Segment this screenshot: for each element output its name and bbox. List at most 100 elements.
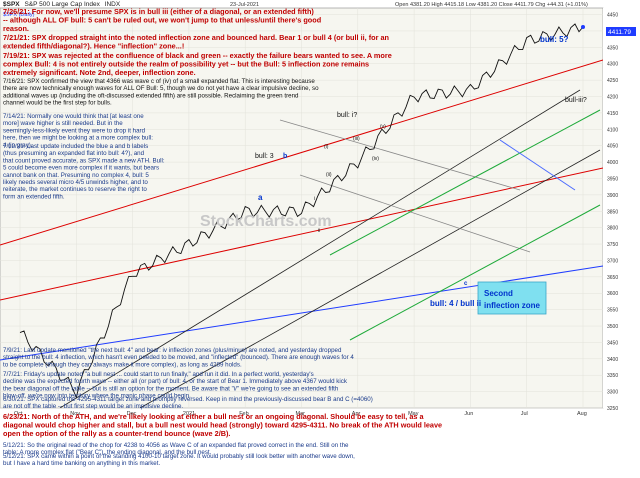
note-text: to be complete (though they can always m… [3,361,242,368]
price-tick-label: 3400 [607,357,618,363]
month-tick-label: Jul [521,411,528,417]
price-tick-label: 3950 [607,176,618,182]
note-text: reiterate, the market continues to reser… [3,186,147,193]
month-tick-label: Nov [70,411,80,417]
price-axis-ticks: 4450440043504300425042004150410040504000… [607,13,618,412]
note-text: but I have a hard time banking on anythi… [3,460,160,467]
month-tick-label: Oct [14,411,23,417]
price-tick-label: 3500 [607,324,618,330]
wave-label-b: b [283,153,287,160]
last-price-marker [581,25,585,30]
note-text: 5 could become even more complex if it w… [3,165,159,172]
header-date: 23-Jul-2021 [230,2,259,8]
month-tick-label: Jun [464,411,473,417]
note-text: blow-off, we're now into territory where… [3,393,191,400]
price-tick-label: 4200 [607,95,618,101]
note-text: 7/26/21: For now, we'll presume SPX is i… [3,7,314,16]
note-text: 7/14/21: Normally one would think that [… [3,113,144,120]
analysis-notes: 7/26/21: For now, we'll presume SPX is i… [3,7,442,467]
price-tick-label: 3250 [607,406,618,412]
vertical-gridlines [19,8,584,408]
price-tick-label: 3650 [607,275,618,281]
note-text: 7/12/21: Last update included the blue a… [3,143,148,150]
note-text: seemingly-less-likely event they were to… [3,127,146,134]
note-text: (thus presuming an expanded flat into bu… [3,150,145,157]
note-text: are not off the table -- but first step … [3,403,183,410]
wave-label-iii: (iii) [353,136,360,142]
price-axis [603,8,640,408]
price-tick-label: 4350 [607,45,618,51]
price-tick-label: 4150 [607,111,618,117]
header-ohlc: Open 4381.20 High 4415.18 Low 4381.20 Cl… [395,2,588,8]
note-text: -- although ALL OF bull: 5 can't be rule… [3,16,321,25]
price-tick-label: 3450 [607,340,618,346]
note-text: 5/12/21: SPX came within a point of the … [3,453,355,460]
wave-label-bull-iii: bull-iii? [565,97,587,104]
wave-label-small-i: i [314,196,315,202]
price-tick-label: 3850 [607,209,618,215]
price-tick-label: 4050 [607,144,618,150]
green-trendline-upper [329,109,601,256]
price-tick-label: 4100 [607,127,618,133]
wave-label-i: (i) [324,144,329,150]
note-text: more] wave higher is still needed. But i… [3,120,123,127]
note-text: straight to the bull: 4 inflection, whic… [3,354,354,361]
note-text: open the option of the rally as a counte… [3,429,230,438]
wave-label-c: c [464,281,468,287]
month-tick-label: Apr [352,411,361,417]
black-trendline-2 [139,149,601,408]
month-tick-label: Mar [296,411,306,417]
month-tick-label: Dec [127,411,137,417]
note-text: extremely significant. Note 2nd, deeper,… [3,68,196,77]
last-price-value: 4411.79 [608,29,631,36]
note-text: reason. [3,24,29,33]
price-tick-label: 4450 [607,13,618,19]
note-text: channel would be the first step for bull… [3,100,112,107]
price-tick-label: 3750 [607,242,618,248]
wave-label-bull-3: bull: 3 [255,153,274,160]
green-trendline-lower [349,204,601,341]
note-text: here, then we might be looking at a more… [3,135,153,142]
note-text: likely needs several micro 4/5 unwinds h… [3,179,148,186]
gray-trendline-2 [279,119,521,191]
price-tick-label: 3300 [607,390,618,396]
note-text: form an extended fifth. [3,193,65,200]
note-text: 7/19/21: SPX was rejected at the conflue… [3,51,392,60]
note-text: table: A more complex flat ("Bear C"), t… [3,449,212,456]
note-text: the bear diagonal off the table -- but i… [3,385,339,392]
watermark: StockCharts.com [200,213,332,230]
price-tick-label: 3350 [607,373,618,379]
note-text: 7/21/21: SPX dropped straight into the n… [3,33,389,42]
note-text: additional waves up (including the oft-d… [3,92,299,99]
price-tick-label: 3700 [607,258,618,264]
wave-label-small-ii: ii [318,228,320,234]
time-axis: Oct Nov Dec 2021 Feb Mar Apr May Jun Jul Aug [14,411,587,417]
price-tick-label: 4300 [607,62,618,68]
symbol-header: $SPX S&P 500 Large Cap Index INDX [3,1,121,8]
note-text: 7/16/21: SPX confirmed the view that 436… [3,78,315,85]
month-tick-label: Feb [239,411,248,417]
red-trendline-upper [0,59,603,246]
note-text: extended fifth/diagonal?). Hence "inflec… [3,42,184,51]
month-tick-label: May [408,411,419,417]
price-tick-label: 3900 [607,193,618,199]
price-tick-label: 4250 [607,78,618,84]
gray-trendline-1 [299,174,531,253]
note-text: decline was the expected fourth wave -- … [3,378,348,385]
note-text: 7/7/21: Friday's update noted "a bull ne… [3,371,314,378]
price-tick-label: 3800 [607,226,618,232]
wave-label-bull-i: bull: i? [337,112,357,119]
note-text: cannot bank on that. Presuming no comple… [3,172,149,179]
note-text: 6/23/21: North of the ATH, and we're lik… [3,412,425,421]
note-text: that count proved accurate, as SPX made … [3,157,165,164]
red-trendline-lower [0,167,603,301]
blue-projection-line [499,139,576,191]
price-tick-label: 3550 [607,308,618,314]
month-tick-label: Aug [577,411,587,417]
wave-label-ii: (ii) [326,172,332,178]
note-text: diagonal would chop higher and stall, bu… [3,421,442,430]
price-tick-label: 4000 [607,160,618,166]
note-text: 7/9/21: Last update mentioned "the next … [3,347,342,354]
